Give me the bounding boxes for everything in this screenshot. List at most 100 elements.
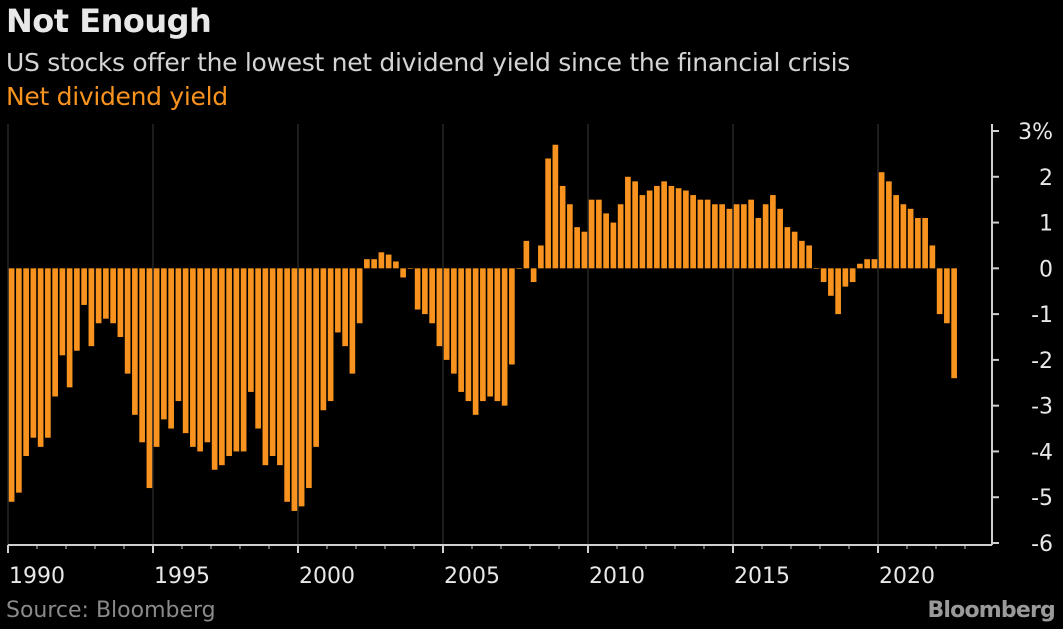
y-tick-label: -4	[1031, 440, 1053, 465]
bar	[458, 268, 464, 392]
bar	[320, 268, 327, 411]
bar	[88, 268, 95, 347]
bar	[255, 268, 261, 429]
bar	[262, 268, 269, 466]
bar	[117, 268, 124, 337]
x-tick-label: 1995	[154, 564, 210, 589]
x-tick-label: 2000	[299, 564, 355, 589]
x-tick-label: 2005	[444, 564, 500, 589]
bar	[762, 204, 769, 269]
x-tick-label: 2010	[589, 564, 645, 589]
bar	[654, 185, 660, 269]
bar	[364, 259, 370, 269]
bar	[284, 268, 290, 502]
bar	[327, 268, 334, 402]
bar	[538, 245, 544, 269]
bar	[371, 259, 377, 269]
bar	[168, 268, 174, 429]
x-tick-label: 2020	[879, 564, 935, 589]
bar	[530, 268, 537, 283]
bar	[625, 176, 631, 269]
bar	[523, 240, 530, 269]
bar	[596, 199, 602, 269]
bar	[900, 204, 907, 269]
bar	[146, 268, 153, 489]
bar	[944, 268, 950, 324]
bar	[400, 268, 406, 278]
bar	[66, 268, 73, 388]
bar	[697, 199, 704, 269]
bar	[820, 268, 827, 283]
bar	[929, 245, 936, 269]
bar	[668, 185, 675, 269]
bar	[378, 252, 385, 269]
bar	[755, 217, 762, 269]
bar	[857, 263, 863, 269]
y-tick-label: -3	[1031, 395, 1053, 420]
bar	[893, 195, 899, 269]
bar	[494, 268, 501, 402]
x-tick-label: 1990	[9, 564, 65, 589]
bar	[153, 268, 160, 447]
bar	[414, 268, 421, 310]
bar	[291, 268, 298, 511]
y-tick-label: -1	[1031, 303, 1053, 328]
bar	[690, 195, 696, 269]
bar	[248, 268, 254, 392]
bar	[226, 268, 232, 457]
y-tick-label: -5	[1031, 486, 1053, 511]
bar	[306, 268, 312, 489]
bar	[951, 268, 957, 379]
bar	[443, 268, 450, 360]
bar	[342, 268, 348, 347]
y-tick-label: 2	[1039, 166, 1053, 191]
bar	[269, 268, 276, 457]
bar	[784, 227, 791, 269]
bar	[233, 268, 240, 452]
bar	[610, 222, 617, 269]
bar	[733, 204, 740, 269]
bar	[124, 268, 131, 374]
bar	[726, 208, 733, 269]
y-tick-label: 0	[1039, 257, 1053, 282]
bar	[219, 268, 225, 466]
bar	[646, 190, 653, 269]
bar	[675, 188, 682, 269]
bar	[23, 268, 29, 457]
bloomberg-logo: Bloomberg	[927, 598, 1055, 623]
bar	[581, 231, 588, 269]
bar	[204, 268, 211, 443]
bar	[8, 268, 15, 502]
bar	[704, 199, 711, 269]
bar	[683, 190, 689, 269]
bar	[741, 204, 747, 269]
bar	[175, 268, 182, 402]
chart-subtitle: US stocks offer the lowest net dividend …	[6, 48, 850, 77]
bar	[74, 268, 80, 351]
bar	[828, 268, 834, 296]
bar	[864, 259, 870, 269]
bar	[465, 268, 472, 402]
bar	[451, 268, 457, 374]
bar	[748, 199, 754, 269]
bar	[632, 181, 638, 269]
bar	[639, 195, 646, 269]
bar	[95, 268, 102, 324]
bar	[799, 240, 805, 269]
bar	[313, 268, 319, 447]
bar	[298, 268, 305, 507]
bar	[617, 204, 624, 269]
chart-title: Not Enough	[6, 2, 212, 40]
x-tick-label: 2015	[734, 564, 790, 589]
bar	[871, 259, 878, 269]
bar	[211, 268, 218, 470]
bar	[719, 204, 725, 269]
bar	[835, 268, 841, 315]
bar	[422, 268, 428, 315]
bar	[806, 245, 812, 269]
bar	[559, 185, 566, 269]
bar	[277, 268, 283, 466]
bar	[429, 268, 435, 324]
bar	[240, 268, 247, 452]
